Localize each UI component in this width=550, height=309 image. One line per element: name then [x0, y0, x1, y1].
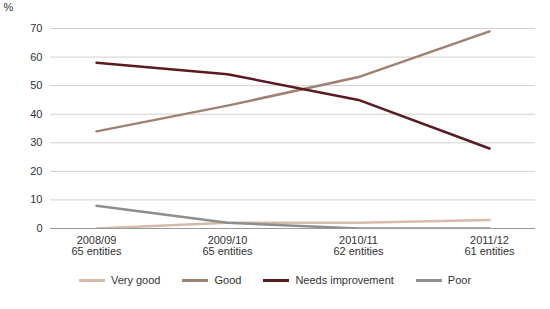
html-text:Good: Good [214, 274, 242, 286]
svg-text:30: 30 [30, 136, 42, 148]
svg-text:0: 0 [36, 222, 42, 234]
svg-text:50: 50 [30, 79, 42, 91]
html-text:Needs improvement: Needs improvement [295, 274, 394, 286]
svg-text:40: 40 [30, 108, 42, 120]
html-text:Very good: Very good [110, 274, 161, 286]
svg-text:60: 60 [30, 51, 42, 63]
html-text:Poor: Poor [447, 274, 472, 286]
svg-text:70: 70 [30, 22, 42, 34]
svg-text:%: % [4, 1, 14, 13]
svg-text:10: 10 [30, 193, 42, 205]
svg-text:2008/0965 entities: 2008/0965 entities [71, 234, 122, 257]
svg-text:20: 20 [30, 165, 42, 177]
svg-text:2010/1162 entities: 2010/1162 entities [333, 234, 384, 257]
svg-text:2011/1261 entities: 2011/1261 entities [464, 234, 515, 257]
svg-text:2009/1065 entities: 2009/1065 entities [202, 234, 253, 257]
